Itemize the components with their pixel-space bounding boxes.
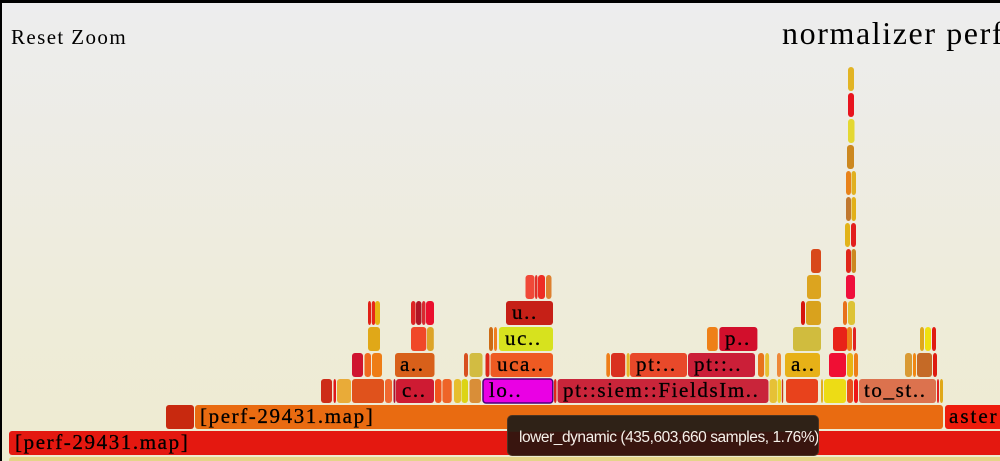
svg-text:a..: a.. bbox=[400, 352, 425, 376]
svg-text:uc..: uc.. bbox=[505, 326, 542, 350]
svg-text:aster: aster bbox=[949, 404, 999, 428]
svg-text:pt::siem::FieldsIm..: pt::siem::FieldsIm.. bbox=[563, 378, 760, 402]
svg-text:uca..: uca.. bbox=[497, 352, 545, 376]
svg-text:a..: a.. bbox=[791, 352, 816, 376]
svg-text:to_st..: to_st.. bbox=[864, 378, 927, 402]
svg-text:[perf-29431.map]: [perf-29431.map] bbox=[15, 430, 189, 454]
svg-text:u..: u.. bbox=[512, 300, 538, 324]
svg-text:lo..: lo.. bbox=[489, 378, 522, 402]
svg-text:c..: c.. bbox=[402, 378, 427, 402]
svg-text:pt:..: pt:.. bbox=[636, 352, 677, 376]
svg-text:[perf-29431.map]: [perf-29431.map] bbox=[200, 404, 374, 428]
svg-text:p..: p.. bbox=[725, 326, 751, 350]
svg-text:pt::..: pt::.. bbox=[694, 352, 742, 376]
